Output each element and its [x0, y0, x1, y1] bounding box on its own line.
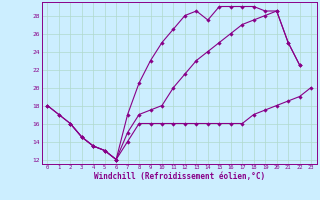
- X-axis label: Windchill (Refroidissement éolien,°C): Windchill (Refroidissement éolien,°C): [94, 172, 265, 181]
